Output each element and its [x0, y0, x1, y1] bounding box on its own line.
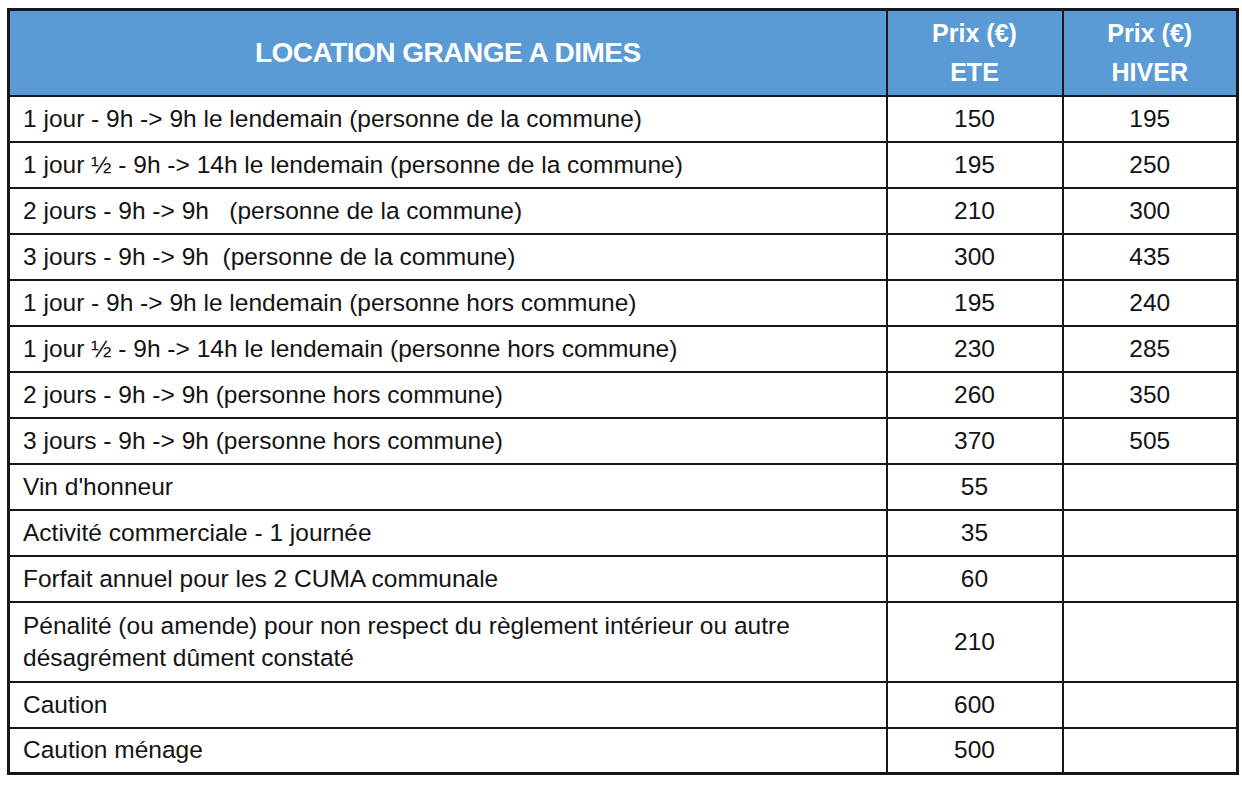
price-hiver: 505 [1063, 418, 1238, 464]
col-header-ete-prefix: Prix (€) [889, 14, 1061, 53]
price-ete: 230 [887, 326, 1063, 372]
table-row: 3 jours - 9h -> 9h (personne hors commun… [9, 418, 1238, 464]
table-header: LOCATION GRANGE A DIMES Prix (€) ETE Pri… [9, 10, 1238, 96]
price-hiver [1063, 682, 1238, 728]
row-label: Caution ménage [9, 728, 887, 774]
row-label: Vin d'honneur [9, 464, 887, 510]
table-row: Forfait annuel pour les 2 CUMA communale… [9, 556, 1238, 602]
price-hiver [1063, 510, 1238, 556]
table-row: 2 jours - 9h -> 9h (personne hors commun… [9, 372, 1238, 418]
header-row: LOCATION GRANGE A DIMES Prix (€) ETE Pri… [9, 10, 1238, 96]
table-row: 2 jours - 9h -> 9h (personne de la commu… [9, 188, 1238, 234]
table-row: Activité commerciale - 1 journée 35 [9, 510, 1238, 556]
row-label: Forfait annuel pour les 2 CUMA communale [9, 556, 887, 602]
row-label: 2 jours - 9h -> 9h (personne hors commun… [9, 372, 887, 418]
table-row: 1 jour - 9h -> 9h le lendemain (personne… [9, 96, 1238, 142]
price-ete: 600 [887, 682, 1063, 728]
price-ete: 500 [887, 728, 1063, 774]
row-label: 1 jour ½ - 9h -> 14h le lendemain (perso… [9, 142, 887, 188]
table-row: Caution 600 [9, 682, 1238, 728]
table-row: 1 jour ½ - 9h -> 14h le lendemain (perso… [9, 142, 1238, 188]
price-ete: 210 [887, 602, 1063, 682]
col-header-ete: Prix (€) ETE [887, 10, 1063, 96]
price-hiver [1063, 464, 1238, 510]
table-title: LOCATION GRANGE A DIMES [9, 10, 887, 96]
price-hiver: 350 [1063, 372, 1238, 418]
row-label: 3 jours - 9h -> 9h (personne de la commu… [9, 234, 887, 280]
row-label: 1 jour - 9h -> 9h le lendemain (personne… [9, 280, 887, 326]
row-label: Activité commerciale - 1 journée [9, 510, 887, 556]
price-ete: 260 [887, 372, 1063, 418]
table-row: 3 jours - 9h -> 9h (personne de la commu… [9, 234, 1238, 280]
pricing-table: LOCATION GRANGE A DIMES Prix (€) ETE Pri… [7, 8, 1239, 775]
row-label: 1 jour - 9h -> 9h le lendemain (personne… [9, 96, 887, 142]
price-ete: 210 [887, 188, 1063, 234]
col-header-hiver-season: HIVER [1065, 53, 1236, 92]
price-ete: 195 [887, 142, 1063, 188]
price-hiver [1063, 602, 1238, 682]
row-label: 1 jour ½ - 9h -> 14h le lendemain (perso… [9, 326, 887, 372]
price-hiver: 300 [1063, 188, 1238, 234]
table-row: Vin d'honneur 55 [9, 464, 1238, 510]
price-hiver: 435 [1063, 234, 1238, 280]
table-body: 1 jour - 9h -> 9h le lendemain (personne… [9, 96, 1238, 774]
row-label: Caution [9, 682, 887, 728]
row-label: Pénalité (ou amende) pour non respect du… [9, 602, 887, 682]
col-header-ete-season: ETE [889, 53, 1061, 92]
col-header-hiver-prefix: Prix (€) [1065, 14, 1236, 53]
price-hiver: 240 [1063, 280, 1238, 326]
price-hiver: 285 [1063, 326, 1238, 372]
price-hiver: 250 [1063, 142, 1238, 188]
price-hiver [1063, 728, 1238, 774]
price-hiver [1063, 556, 1238, 602]
price-ete: 370 [887, 418, 1063, 464]
table-row: Pénalité (ou amende) pour non respect du… [9, 602, 1238, 682]
row-label: 2 jours - 9h -> 9h (personne de la commu… [9, 188, 887, 234]
price-ete: 300 [887, 234, 1063, 280]
table-row: Caution ménage 500 [9, 728, 1238, 774]
price-ete: 60 [887, 556, 1063, 602]
row-label: 3 jours - 9h -> 9h (personne hors commun… [9, 418, 887, 464]
table-row: 1 jour ½ - 9h -> 14h le lendemain (perso… [9, 326, 1238, 372]
price-ete: 195 [887, 280, 1063, 326]
price-hiver: 195 [1063, 96, 1238, 142]
page: LOCATION GRANGE A DIMES Prix (€) ETE Pri… [0, 0, 1242, 798]
price-ete: 35 [887, 510, 1063, 556]
table-row: 1 jour - 9h -> 9h le lendemain (personne… [9, 280, 1238, 326]
price-ete: 55 [887, 464, 1063, 510]
price-ete: 150 [887, 96, 1063, 142]
col-header-hiver: Prix (€) HIVER [1063, 10, 1238, 96]
